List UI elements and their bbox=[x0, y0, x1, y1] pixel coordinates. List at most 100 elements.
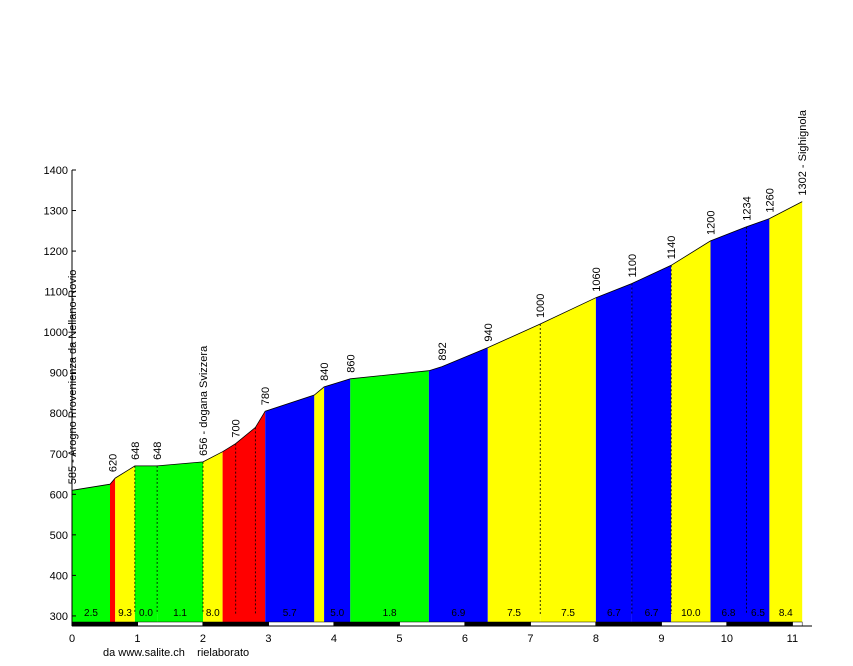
profile-segment bbox=[115, 465, 135, 622]
gradient-label: 5.0 bbox=[330, 608, 344, 619]
km-bar-segment bbox=[202, 621, 269, 627]
gradient-label: 6.7 bbox=[607, 608, 621, 619]
profile-segment bbox=[671, 240, 711, 622]
km-bar-segment bbox=[792, 621, 803, 627]
altitude-label: 1100 bbox=[627, 254, 639, 278]
profile-segment bbox=[222, 411, 266, 622]
y-tick-label: 400 bbox=[50, 570, 68, 582]
profile-segment bbox=[710, 226, 747, 623]
km-bar-segment bbox=[268, 621, 335, 627]
y-tick-label: 300 bbox=[50, 611, 68, 623]
y-tick-label: 700 bbox=[50, 449, 68, 461]
source-credit: da www.salite.ch rielaborato bbox=[103, 647, 250, 659]
altitude-label: 1140 bbox=[666, 236, 678, 260]
gradient-label: 1.8 bbox=[383, 608, 397, 619]
gradient-label: 6.5 bbox=[751, 608, 765, 619]
y-tick-label: 1300 bbox=[44, 206, 68, 218]
altitude-label: 1260 bbox=[764, 188, 776, 212]
x-tick-label: 0 bbox=[69, 633, 75, 645]
altitude-label: 585 - Arogno Provenienza da Nellano-Rovi… bbox=[67, 270, 79, 485]
altitude-label: 700 bbox=[231, 419, 243, 437]
altitude-label: 1000 bbox=[535, 294, 547, 318]
gradient-label: 6.9 bbox=[451, 608, 465, 619]
chart-axes: 3004005006007008009001000110012001300140… bbox=[44, 165, 812, 645]
profile-segment bbox=[324, 378, 351, 622]
y-tick-label: 500 bbox=[50, 530, 68, 542]
profile-segment bbox=[203, 451, 223, 622]
profile-segment bbox=[428, 347, 488, 622]
km-bar-segment bbox=[464, 621, 531, 627]
gradient-labels: 2.5 9.3 0.0 1.1 8.0 5.7 5.0 1.8 6.9 7.5 7.5 6.7 6.7 1… bbox=[84, 608, 793, 619]
x-tick-label: 4 bbox=[331, 633, 337, 645]
profile-segment bbox=[746, 218, 770, 622]
gradient-label: 6.7 bbox=[645, 608, 659, 619]
y-tick-label: 600 bbox=[50, 489, 68, 501]
gradient-label: 1.1 bbox=[173, 608, 187, 619]
altitude-label: 780 bbox=[260, 387, 272, 405]
gradient-label: 0.0 bbox=[139, 608, 153, 619]
gradient-label: 8.4 bbox=[779, 608, 793, 619]
y-tick-label: 1200 bbox=[44, 246, 68, 258]
x-tick-label: 7 bbox=[527, 633, 533, 645]
altitude-label: 656 - dogana Svizzera bbox=[198, 345, 210, 456]
profile-fill-segments bbox=[72, 201, 803, 623]
x-tick-label: 6 bbox=[462, 633, 468, 645]
y-tick-label: 1100 bbox=[44, 287, 68, 299]
altitude-label: 1302 - Sighignola bbox=[797, 109, 809, 196]
x-tick-label: 1 bbox=[134, 633, 140, 645]
altitude-labels: 585 - Arogno Provenienza da Nellano-Rovi… bbox=[67, 109, 809, 484]
profile-segment bbox=[350, 370, 429, 622]
x-tick-label: 8 bbox=[593, 633, 599, 645]
x-tick-label: 9 bbox=[658, 633, 664, 645]
profile-segment bbox=[110, 478, 116, 622]
altitude-label: 620 bbox=[108, 454, 120, 472]
gradient-label: 6.8 bbox=[722, 608, 736, 619]
gradient-label: 7.5 bbox=[507, 608, 521, 619]
profile-segment bbox=[72, 484, 110, 622]
y-tick-label: 1400 bbox=[44, 165, 68, 177]
profile-segment bbox=[157, 461, 203, 622]
profile-segment bbox=[134, 465, 158, 622]
y-tick-label: 900 bbox=[50, 368, 68, 380]
x-tick-label: 3 bbox=[265, 633, 271, 645]
km-bar-segment bbox=[726, 621, 793, 627]
km-bar-segment bbox=[333, 621, 400, 627]
altitude-label: 840 bbox=[319, 363, 331, 381]
altitude-label: 1200 bbox=[705, 210, 717, 234]
km-bar-segment bbox=[661, 621, 728, 627]
gradient-label: 5.7 bbox=[283, 608, 297, 619]
profile-segment bbox=[769, 201, 803, 622]
profile-segment bbox=[631, 265, 672, 622]
km-bar-segment bbox=[530, 621, 597, 627]
altitude-label: 648 bbox=[152, 442, 164, 460]
altitude-label: 860 bbox=[345, 354, 357, 372]
profile-segment bbox=[540, 297, 596, 622]
altitude-label: 940 bbox=[483, 323, 495, 341]
km-bar-segment bbox=[71, 621, 138, 627]
gradient-label: 10.0 bbox=[681, 608, 701, 619]
x-tick-label: 2 bbox=[200, 633, 206, 645]
gradient-label: 2.5 bbox=[84, 608, 98, 619]
profile-segment bbox=[595, 283, 632, 622]
y-tick-label: 1000 bbox=[44, 327, 68, 339]
altitude-label: 1234 bbox=[742, 196, 754, 220]
x-tick-label: 5 bbox=[396, 633, 402, 645]
profile-segment bbox=[314, 386, 325, 622]
altitude-label: 1060 bbox=[591, 267, 603, 291]
km-scale-bar bbox=[71, 621, 803, 627]
km-bar-segment bbox=[595, 621, 662, 627]
y-tick-label: 800 bbox=[50, 408, 68, 420]
profile-line bbox=[71, 201, 803, 491]
profile-outline bbox=[71, 201, 803, 491]
x-tick-label: 11 bbox=[787, 633, 798, 645]
km-bar-segment bbox=[137, 621, 204, 627]
gradient-label: 8.0 bbox=[206, 608, 220, 619]
altitude-label: 892 bbox=[437, 342, 449, 360]
altitude-label: 648 bbox=[130, 442, 142, 460]
profile-segment bbox=[487, 324, 541, 622]
km-bar-segment bbox=[399, 621, 466, 627]
gradient-label: 9.3 bbox=[118, 608, 132, 619]
profile-segment bbox=[265, 395, 315, 622]
gradient-label: 7.5 bbox=[561, 608, 575, 619]
